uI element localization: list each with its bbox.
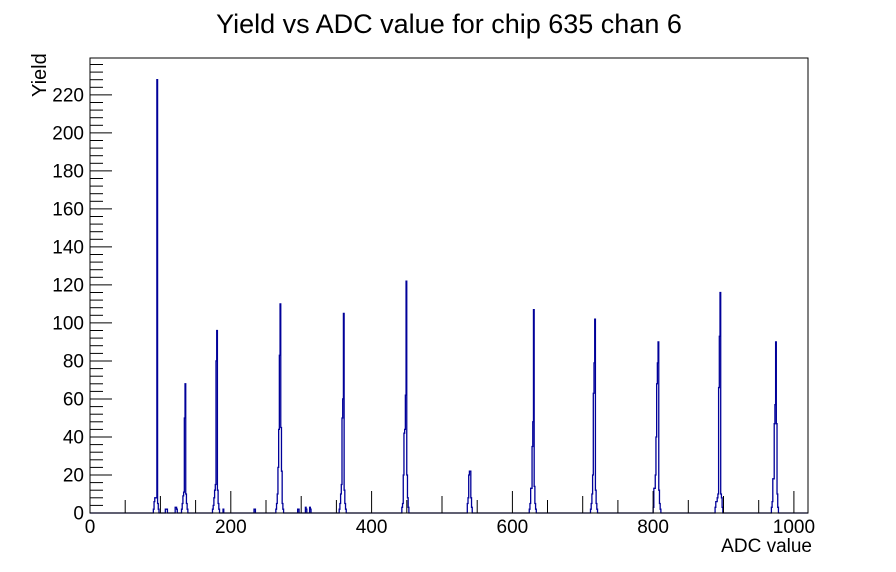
y-tick-label: 140 — [52, 237, 84, 258]
y-axis-labels: 0 20 40 60 80 100 120 140 160 180 200 220 — [52, 85, 84, 524]
y-tick-label: 160 — [52, 199, 84, 220]
x-tick-label: 400 — [356, 517, 388, 538]
x-axis-title: ADC value — [721, 536, 812, 557]
x-axis-labels: 0 200 400 600 800 1000 — [85, 517, 815, 538]
x-tick-label: 800 — [637, 517, 669, 538]
plot-frame — [89, 57, 809, 514]
x-axis-ticks — [124, 491, 795, 513]
x-tick-label: 0 — [85, 517, 96, 538]
x-tick-label: 200 — [215, 517, 247, 538]
histogram — [90, 79, 808, 514]
y-tick-label: 60 — [63, 390, 84, 411]
y-tick-label: 80 — [63, 352, 84, 373]
y-tick-label: 220 — [52, 85, 84, 106]
y-tick-label: 20 — [63, 466, 84, 487]
y-tick-label: 0 — [73, 504, 84, 525]
y-tick-label: 200 — [52, 123, 84, 144]
y-tick-label: 100 — [52, 313, 84, 334]
y-tick-label: 180 — [52, 161, 84, 182]
histogram-line — [90, 79, 808, 514]
y-axis-title: Yield — [29, 53, 51, 97]
x-tick-label: 600 — [497, 517, 529, 538]
y-tick-label: 40 — [63, 428, 84, 449]
chart-title: Yield vs ADC value for chip 635 chan 6 — [216, 9, 682, 39]
x-tick-label: 1000 — [773, 517, 815, 538]
y-tick-label: 120 — [52, 275, 84, 296]
y-axis-ticks — [90, 64, 112, 506]
